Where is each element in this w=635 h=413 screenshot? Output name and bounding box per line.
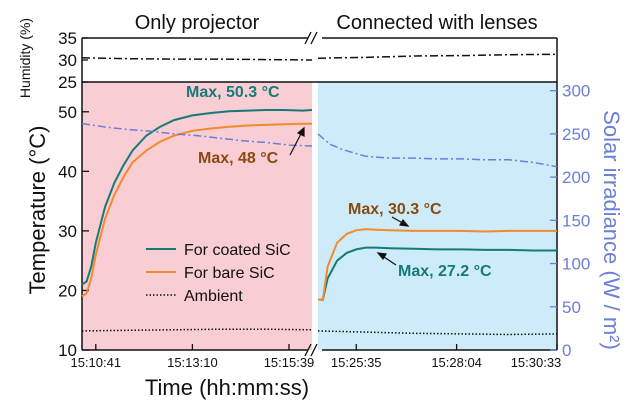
- legend-label-bare: For bare SiC: [184, 265, 275, 282]
- y-axis-label-humidity: Humidity (%): [17, 18, 33, 98]
- series-line-humidity-left: [81, 57, 313, 61]
- x-tick-label-left: 15:13:10: [167, 355, 218, 370]
- irradiance-tick-label: 200: [562, 168, 590, 187]
- annotation-left-bare: Max, 48 °C: [198, 150, 279, 167]
- x-tick-label-left: 15:10:41: [70, 355, 121, 370]
- y-axis-label-temperature: Temperature (°C): [25, 126, 50, 295]
- axis-ticks: 10 20 30 40 50 25 30 35 0 50 100 150 200 250 300 15:10:…: [58, 29, 590, 370]
- right-panel-title: Connected with lenses: [336, 12, 537, 34]
- y-axis-label-irradiance: Solar irradiance (W / m²): [599, 110, 624, 350]
- irradiance-tick-label: 300: [562, 82, 590, 101]
- temperature-tick-label: 40: [58, 162, 77, 181]
- x-tick-label-left: 15:15:39: [264, 355, 315, 370]
- humidity-tick-label: 35: [58, 29, 77, 48]
- irradiance-tick-label: 150: [562, 211, 590, 230]
- legend-label-coated: For coated SiC: [184, 242, 291, 259]
- legend-label-ambient: Ambient: [184, 288, 243, 305]
- temperature-tick-label: 50: [58, 103, 77, 122]
- series-lines: [81, 53, 558, 336]
- temperature-tick-label: 20: [58, 281, 77, 300]
- irradiance-tick-label: 100: [562, 255, 590, 274]
- series-line-irradiance-right: [317, 133, 558, 168]
- series-line-humidity-right: [317, 53, 558, 59]
- series-line-bare-left: [81, 122, 312, 298]
- legend: For coated SiC For bare SiC Ambient: [146, 242, 291, 305]
- series-line-irradiance-left: [81, 122, 313, 147]
- left-panel-background: [82, 82, 312, 350]
- left-panel-title: Only projector: [135, 12, 260, 34]
- right-panel-background: [318, 82, 557, 350]
- humidity-tick-label: 25: [58, 73, 77, 92]
- annotation-right-bare: Max, 30.3 °C: [348, 201, 442, 218]
- irradiance-tick-label: 0: [562, 341, 571, 360]
- axis-break-marks: [304, 31, 318, 357]
- annotation-right-coated: Max, 27.2 °C: [398, 263, 492, 280]
- temperature-tick-label: 30: [58, 222, 77, 241]
- x-tick-label-right: 15:28:04: [431, 355, 482, 370]
- annotation-arrows: [289, 126, 410, 266]
- series-line-ambient-right: [317, 330, 558, 336]
- humidity-tick-label: 30: [58, 51, 77, 70]
- x-axis-label: Time (hh:mm:ss): [145, 375, 309, 400]
- irradiance-tick-label: 250: [562, 125, 590, 144]
- series-line-coated-right: [317, 246, 557, 302]
- irradiance-tick-label: 50: [562, 298, 581, 317]
- x-tick-label-right: 15:25:35: [331, 355, 382, 370]
- x-tick-label-right: 15:30:33: [511, 355, 562, 370]
- series-line-bare-right: [317, 228, 557, 302]
- temperature-tick-label: 10: [58, 341, 77, 360]
- annotation-left-coated: Max, 50.3 °C: [186, 84, 280, 101]
